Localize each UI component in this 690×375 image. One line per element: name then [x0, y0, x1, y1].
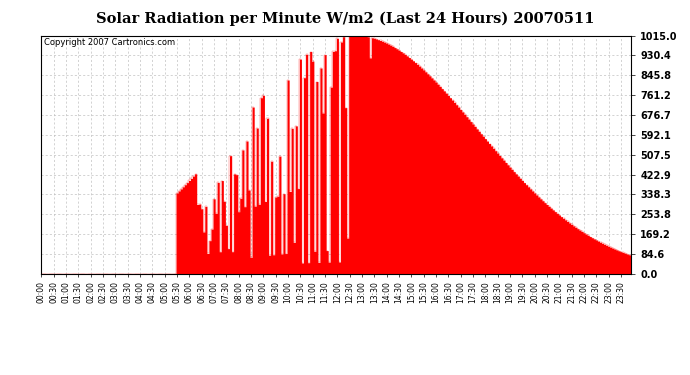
Text: Copyright 2007 Cartronics.com: Copyright 2007 Cartronics.com: [44, 38, 175, 47]
Text: Solar Radiation per Minute W/m2 (Last 24 Hours) 20070511: Solar Radiation per Minute W/m2 (Last 24…: [96, 11, 594, 26]
